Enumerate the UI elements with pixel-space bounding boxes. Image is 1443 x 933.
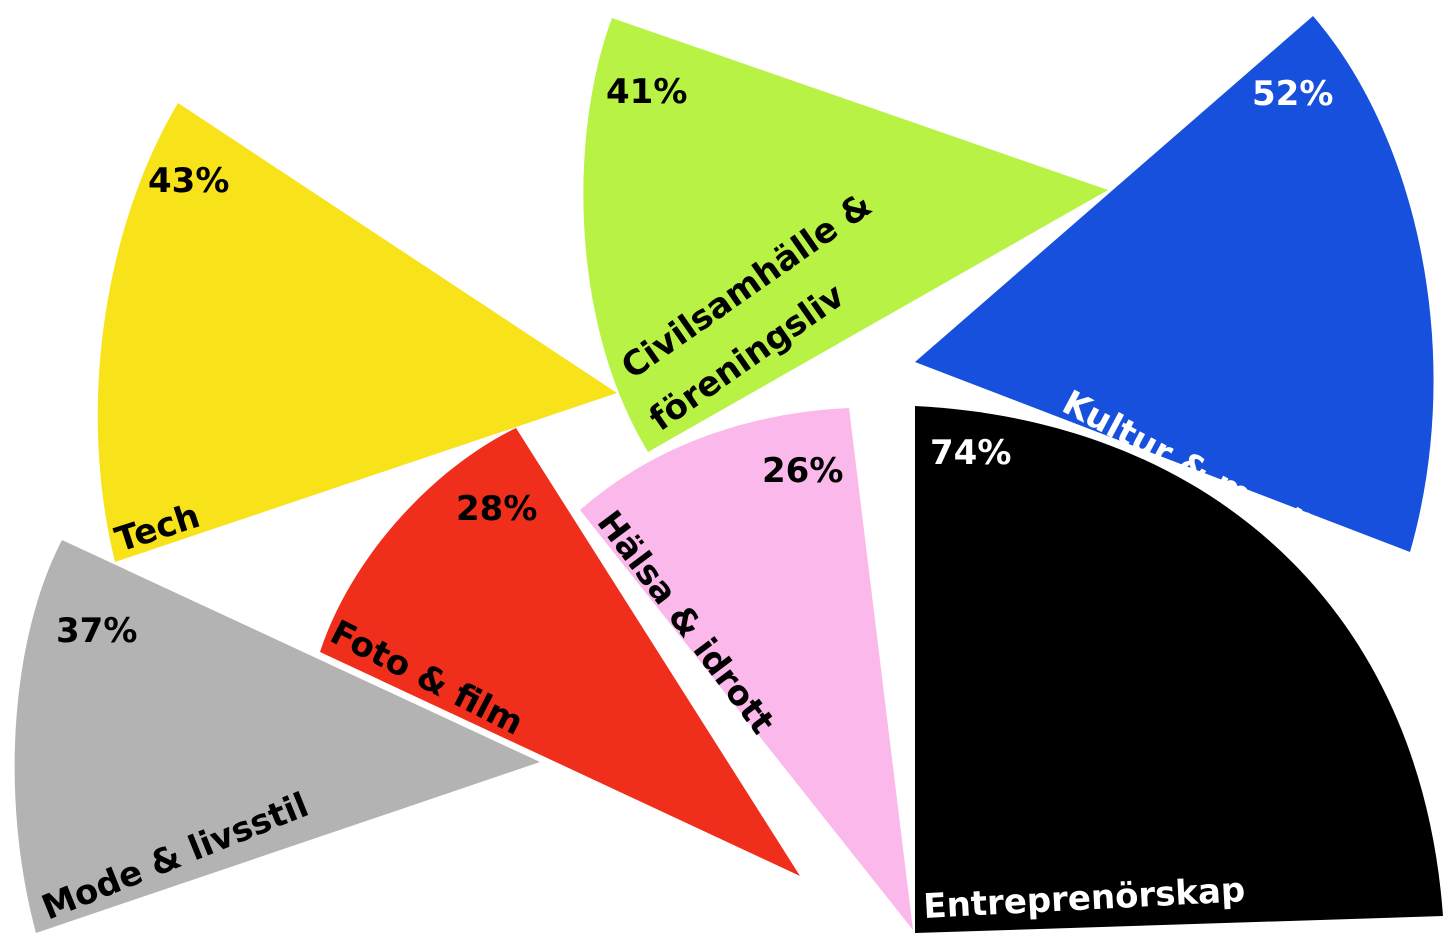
slice-halsa-value-label: 26%: [762, 451, 843, 491]
slice-tech: 43% Tech: [97, 103, 617, 562]
slice-civilsamhalle-value-label: 41%: [606, 72, 687, 112]
slice-tech-value-label: 43%: [148, 161, 229, 201]
slice-tech-wedge: [97, 103, 617, 562]
slice-kultur-wedge: [915, 16, 1434, 552]
slice-civilsamhalle-wedge: [583, 18, 1108, 452]
slice-foto-value-label: 28%: [456, 489, 537, 529]
slice-entreprenorskap-wedge: [915, 406, 1443, 933]
slice-entreprenorskap-value-label: 74%: [930, 433, 1011, 473]
slice-kultur-value-label: 52%: [1252, 74, 1333, 114]
slice-foto-wedge: [320, 428, 800, 876]
slice-mode-wedge: [14, 540, 540, 933]
slice-entreprenorskap: 74% Entreprenörskap: [915, 406, 1443, 933]
slice-halsa-wedge: [580, 408, 913, 930]
slice-mode-value-label: 37%: [56, 611, 137, 651]
